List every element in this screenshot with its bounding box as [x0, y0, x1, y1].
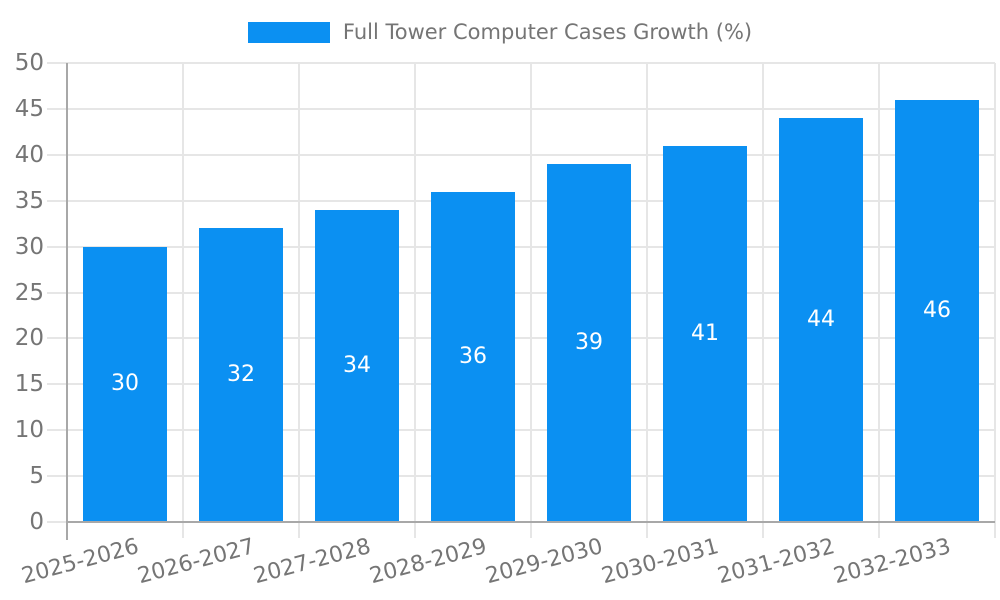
x-gridline	[298, 63, 300, 522]
bar-value-label: 46	[923, 297, 951, 323]
legend-swatch	[247, 21, 330, 43]
bar	[779, 118, 863, 522]
y-grid-tick	[47, 153, 67, 156]
y-grid-tick	[47, 475, 67, 478]
y-grid-tick	[47, 337, 67, 340]
y-grid-tick	[47, 245, 67, 248]
y-tick-label: 0	[29, 509, 44, 535]
x-tick-label: 2027-2028	[251, 534, 374, 590]
bar-value-label: 34	[343, 352, 371, 378]
x-grid-tick	[414, 522, 416, 538]
bar-value-label: 39	[575, 329, 603, 355]
bar	[315, 209, 399, 522]
x-gridline	[182, 63, 184, 522]
y-grid-tick	[47, 429, 67, 432]
y-tick-label: 40	[14, 141, 44, 168]
y-axis-line	[66, 63, 68, 540]
y-grid-tick	[47, 383, 67, 386]
y-tick-label: 35	[14, 187, 44, 214]
y-tick-label: 30	[14, 233, 44, 260]
x-tick-label: 2028-2029	[367, 534, 490, 590]
y-tick-label: 45	[14, 95, 44, 122]
y-grid-tick	[47, 62, 67, 64]
x-gridline	[762, 63, 764, 522]
x-tick-label: 2031-2032	[715, 534, 838, 590]
y-tick-label: 10	[14, 417, 44, 444]
y-tick-label: 20	[14, 325, 44, 352]
bar	[431, 191, 515, 522]
x-axis-line	[66, 521, 995, 523]
bar-value-label: 36	[459, 343, 487, 369]
x-grid-tick	[762, 522, 764, 538]
y-tick-label: 50	[14, 50, 44, 76]
x-grid-tick	[994, 522, 996, 538]
x-tick-label: 2029-2030	[483, 534, 606, 590]
bar-value-label: 41	[691, 320, 719, 346]
y-tick-label: 25	[14, 279, 44, 306]
bar	[83, 246, 167, 522]
x-tick-label: 2030-2031	[599, 534, 722, 590]
x-gridline	[414, 63, 416, 522]
y-grid-tick	[47, 291, 67, 294]
bar-value-label: 44	[807, 307, 835, 333]
x-grid-tick	[878, 522, 880, 538]
x-gridline	[878, 63, 880, 522]
x-gridline	[994, 63, 996, 522]
y-grid-tick	[47, 199, 67, 202]
bar-value-label: 32	[227, 362, 255, 388]
bar	[547, 163, 631, 522]
x-tick-label: 2025-2026	[19, 534, 142, 590]
y-grid-tick	[47, 521, 67, 523]
bar	[895, 99, 979, 522]
x-gridline	[530, 63, 532, 522]
x-grid-tick	[646, 522, 648, 538]
y-grid-tick	[47, 107, 67, 110]
y-tick-label: 5	[29, 463, 44, 490]
x-grid-tick	[530, 522, 532, 538]
bar	[199, 228, 283, 522]
legend-label: Full Tower Computer Cases Growth (%)	[342, 20, 753, 44]
x-tick-label: 2026-2027	[135, 534, 258, 590]
x-grid-tick	[298, 522, 300, 538]
y-tick-label: 15	[14, 371, 44, 398]
bar-value-label: 30	[111, 371, 139, 397]
x-grid-tick	[182, 522, 184, 538]
x-gridline	[646, 63, 648, 522]
legend: Full Tower Computer Cases Growth (%)	[0, 20, 1000, 44]
bar	[663, 145, 747, 522]
x-tick-label: 2032-2033	[831, 534, 954, 590]
